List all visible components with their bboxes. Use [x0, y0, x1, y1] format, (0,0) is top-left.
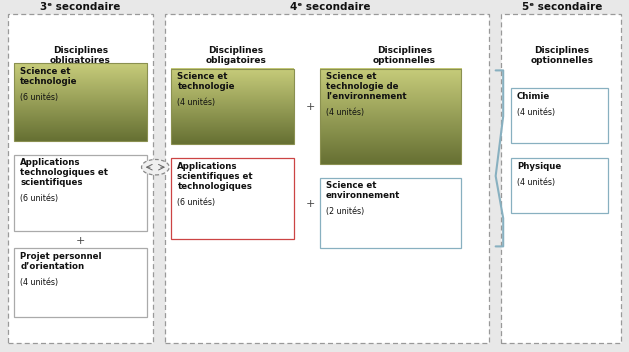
Text: technologie: technologie — [177, 82, 235, 91]
Text: Physique: Physique — [517, 162, 561, 171]
Text: (6 unités): (6 unités) — [177, 198, 216, 207]
Text: environnement: environnement — [326, 191, 400, 200]
Text: technologie de: technologie de — [326, 82, 398, 91]
Text: Science et: Science et — [326, 181, 376, 190]
Text: 4ᵉ secondaire: 4ᵉ secondaire — [290, 2, 370, 12]
Text: Disciplines
optionnelles: Disciplines optionnelles — [530, 46, 593, 65]
Bar — [511, 158, 608, 213]
Bar — [171, 69, 294, 144]
Text: technologie: technologie — [20, 77, 77, 86]
Bar — [165, 14, 489, 343]
Text: +: + — [76, 236, 85, 246]
Bar — [320, 69, 461, 164]
Text: (6 unités): (6 unités) — [20, 194, 58, 203]
Text: Disciplines
obligatoires: Disciplines obligatoires — [50, 46, 111, 65]
Text: scientifiques et: scientifiques et — [177, 172, 253, 181]
Text: Applications: Applications — [20, 158, 81, 168]
Text: l’environnement: l’environnement — [326, 92, 406, 101]
Text: Chimie: Chimie — [517, 92, 550, 101]
Text: technologiques: technologiques — [177, 182, 252, 191]
Text: d’orientation: d’orientation — [20, 262, 84, 271]
Text: (4 unités): (4 unités) — [326, 108, 364, 117]
Text: Disciplines
optionnelles: Disciplines optionnelles — [373, 46, 436, 65]
Bar — [8, 14, 153, 343]
Text: Science et: Science et — [326, 72, 376, 81]
Bar — [501, 14, 621, 343]
Text: technologiques et: technologiques et — [20, 168, 108, 177]
Text: (2 unités): (2 unités) — [326, 207, 364, 216]
Text: Disciplines
obligatoires: Disciplines obligatoires — [206, 46, 266, 65]
Text: (4 unités): (4 unités) — [20, 278, 58, 287]
Text: +: + — [306, 102, 314, 112]
Bar — [511, 88, 608, 143]
Text: (6 unités): (6 unités) — [20, 93, 58, 102]
Text: 3ᵉ secondaire: 3ᵉ secondaire — [40, 2, 121, 12]
Text: (4 unités): (4 unités) — [177, 98, 216, 107]
Circle shape — [142, 159, 169, 175]
Text: Science et: Science et — [177, 72, 228, 81]
Bar — [171, 158, 294, 239]
Text: (4 unités): (4 unités) — [517, 108, 555, 117]
Text: scientifiques: scientifiques — [20, 178, 82, 187]
Text: +: + — [306, 199, 314, 209]
Text: (4 unités): (4 unités) — [517, 178, 555, 187]
Text: Projet personnel: Projet personnel — [20, 252, 102, 261]
Text: Science et: Science et — [20, 67, 70, 76]
Bar — [320, 178, 461, 248]
Bar — [14, 63, 147, 141]
Bar — [14, 155, 147, 231]
Text: Applications: Applications — [177, 162, 238, 171]
Bar — [14, 248, 147, 317]
Text: 5ᵉ secondaire: 5ᵉ secondaire — [521, 2, 602, 12]
